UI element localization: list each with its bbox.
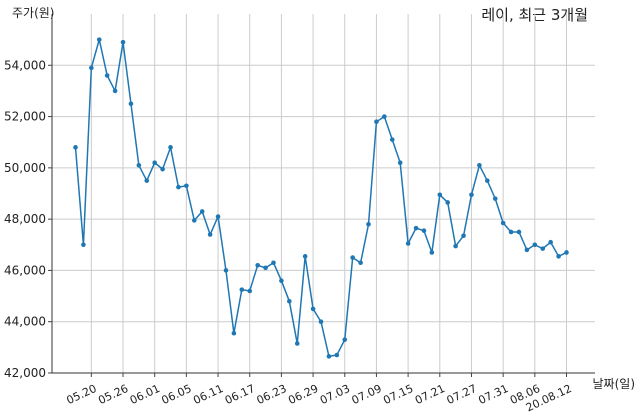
data-point [199, 209, 205, 214]
x-tick-label: 05.20 [65, 382, 99, 407]
data-point [112, 88, 118, 94]
data-point [255, 263, 260, 268]
data-point [429, 250, 435, 255]
data-point [318, 319, 324, 325]
y-ticks: 42,000 44,000 46,000 48,000 50,000 52,000 54,0… [4, 58, 52, 380]
data-point [492, 196, 498, 201]
x-tick-label: 07.15 [381, 382, 415, 407]
data-point [144, 178, 150, 183]
data-point [540, 246, 546, 251]
y-tick-label: 42,000 [4, 366, 46, 380]
data-point [279, 278, 284, 283]
y-tick-label: 46,000 [4, 263, 46, 277]
data-point [405, 241, 411, 246]
data-point [176, 184, 181, 190]
y-tick-label: 50,000 [4, 161, 46, 175]
x-tick-label: 05.26 [96, 382, 130, 407]
x-tick-label: 07.31 [476, 382, 510, 407]
data-point [342, 337, 348, 342]
data-point [231, 330, 237, 336]
data-point [358, 260, 363, 266]
x-tick-label: 06.23 [255, 382, 289, 407]
data-point [445, 200, 451, 205]
x-tick-label: 07.09 [350, 382, 384, 407]
x-tick-label: 07.03 [318, 382, 352, 407]
data-point [421, 228, 427, 233]
data-point [477, 162, 482, 168]
x-tick-label: 07.27 [445, 382, 479, 407]
data-point [350, 255, 355, 260]
data-point [160, 166, 165, 172]
data-point [263, 265, 268, 271]
data-point [104, 73, 110, 78]
data-point [287, 298, 292, 304]
data-point [374, 119, 379, 124]
data-point [508, 229, 514, 235]
data-point [461, 233, 466, 239]
grid-lines [52, 14, 595, 374]
data-point [247, 288, 253, 294]
x-tick-label: 06.29 [286, 382, 320, 407]
data-point [271, 260, 276, 266]
data-point [397, 160, 403, 166]
data-point [326, 354, 332, 359]
data-point [437, 192, 443, 198]
axes [51, 14, 595, 374]
data-point [215, 214, 221, 219]
data-point [334, 352, 340, 358]
data-point [413, 225, 419, 231]
x-axis-label: 날짜(일) [592, 377, 635, 391]
y-tick-label: 54,000 [4, 58, 46, 72]
data-point [120, 39, 126, 45]
data-point [184, 183, 189, 189]
data-point [485, 178, 490, 183]
y-tick-label: 44,000 [4, 315, 46, 329]
price-series [73, 37, 569, 359]
data-point [500, 220, 506, 226]
data-point [136, 162, 142, 168]
data-point [389, 137, 395, 142]
x-tick-label: 06.17 [223, 382, 257, 407]
data-point [294, 341, 300, 346]
data-point [469, 192, 474, 198]
y-tick-label: 52,000 [4, 110, 46, 124]
data-point [152, 160, 157, 166]
data-point [532, 242, 538, 248]
data-point [524, 247, 530, 253]
data-point [81, 242, 86, 248]
x-tick-label: 06.05 [160, 382, 194, 407]
data-point [96, 37, 102, 42]
x-ticks: 05.2005.2606.0106.0506.1106.1706.2306.29… [65, 373, 574, 414]
data-point [207, 232, 213, 237]
data-point [453, 243, 458, 249]
data-point [310, 306, 316, 312]
x-tick-label: 07.21 [413, 382, 447, 407]
y-tick-label: 48,000 [4, 212, 46, 226]
data-point [223, 268, 229, 273]
data-point [548, 239, 553, 245]
data-point [366, 221, 371, 227]
price-line [74, 38, 567, 358]
data-point [168, 145, 173, 150]
x-tick-label: 06.01 [128, 382, 162, 407]
y-axis-label: 주가(원) [12, 6, 55, 20]
data-point [239, 287, 245, 292]
data-point [516, 229, 522, 235]
data-point [128, 101, 134, 107]
data-point [73, 145, 78, 150]
data-point [556, 254, 561, 259]
data-point [302, 254, 308, 259]
x-tick-label: 06.11 [191, 382, 225, 407]
data-point [382, 114, 387, 119]
data-point [564, 250, 569, 255]
data-point [89, 65, 94, 71]
data-point [191, 218, 197, 223]
